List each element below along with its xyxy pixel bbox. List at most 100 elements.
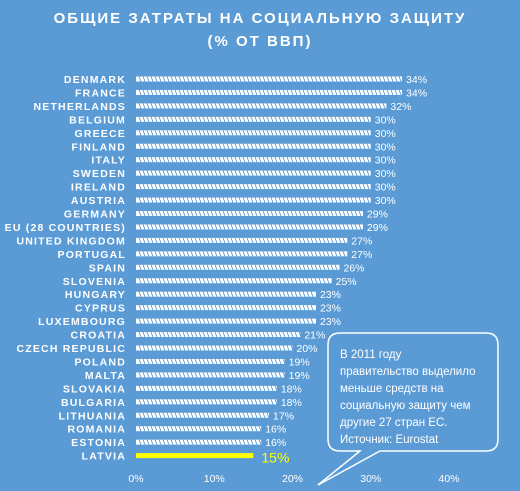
bar-hatch (346, 89, 350, 96)
bar-hatch (250, 210, 254, 217)
bar-hatch (190, 157, 194, 163)
bar-hatch (242, 264, 246, 270)
bar-hatch (182, 224, 186, 230)
bar-hatch (306, 251, 310, 257)
bar-hatch (302, 89, 306, 96)
bar-hatch (230, 264, 234, 270)
bar-hatch (266, 318, 270, 324)
bar-hatch (282, 143, 286, 149)
bar-hatch (258, 170, 262, 176)
bar-hatch (154, 76, 158, 82)
bar-hatch (226, 399, 230, 405)
bar-hatch (178, 89, 182, 96)
bar-hatch (158, 183, 162, 190)
bar-hatch (218, 116, 222, 123)
bar-hatch (282, 197, 286, 203)
bar-hatch (278, 331, 282, 338)
bar-hatch (214, 345, 218, 351)
bar-hatch (194, 264, 198, 270)
bar-hatch (250, 183, 254, 190)
bar-hatch (230, 237, 234, 244)
bar-hatch (366, 116, 370, 123)
bar-hatch (186, 143, 190, 149)
bar-hatch (218, 291, 222, 297)
bar-hatch (362, 183, 366, 190)
bar-hatch (178, 399, 182, 405)
bar-hatch (314, 197, 318, 203)
bar-hatch (238, 291, 242, 297)
bar-hatch (154, 345, 158, 351)
bar-hatch (258, 103, 262, 109)
bar (136, 358, 285, 364)
category-label: SLOVAKIA (63, 383, 126, 395)
bar-hatch (254, 304, 258, 311)
bar-hatch (198, 183, 202, 190)
bar (136, 184, 371, 190)
bar-hatch (190, 237, 194, 244)
bar-hatch (318, 224, 322, 230)
bar-hatch (326, 170, 330, 176)
bar (136, 251, 348, 257)
bar-hatch (170, 183, 174, 190)
bar-hatch (170, 291, 174, 297)
bar-hatch (146, 358, 150, 365)
bar-hatch (238, 372, 242, 378)
bar-hatch (158, 426, 162, 432)
bar-hatch (266, 264, 270, 270)
bar-hatch (142, 399, 146, 405)
bar-hatch (218, 89, 222, 96)
bar-hatch (150, 278, 154, 284)
bar-hatch (314, 224, 318, 230)
bar-hatch (318, 143, 322, 149)
bar-hatch (318, 103, 322, 109)
bar-hatch (154, 237, 158, 244)
bar-hatch (278, 237, 282, 244)
bar-hatch (142, 237, 146, 244)
bar-hatch (334, 197, 338, 203)
bar-hatch (174, 103, 178, 109)
bar-hatch (206, 143, 210, 149)
category-label: BULGARIA (61, 397, 126, 409)
bar-hatch (222, 170, 226, 176)
bar-hatch (282, 210, 286, 217)
bar (136, 332, 301, 338)
bar-hatch (186, 197, 190, 203)
bar-hatch (174, 304, 178, 311)
bar-hatch (214, 210, 218, 217)
bar-hatch (238, 426, 242, 432)
bar-hatch (250, 426, 254, 432)
bar-hatch (258, 291, 262, 297)
bar-hatch (258, 224, 262, 230)
bar-hatch (222, 399, 226, 405)
bar-hatch (186, 385, 190, 392)
bar (136, 439, 262, 445)
bar-hatch (206, 345, 210, 351)
bar-hatch (154, 318, 158, 324)
callout-line: Источник: Eurostat (340, 434, 439, 446)
bar-hatch (210, 183, 214, 190)
bar-hatch (182, 304, 186, 311)
bar-hatch (174, 278, 178, 284)
bar-hatch (150, 157, 154, 163)
bar-hatch (250, 224, 254, 230)
bar-hatch (286, 304, 290, 311)
bar-hatch (254, 412, 258, 418)
bar-hatch (218, 385, 222, 392)
bar-hatch (222, 224, 226, 230)
bar-hatch (182, 143, 186, 149)
bar-hatch (202, 318, 206, 324)
bar-hatch (218, 345, 222, 351)
bar-hatch (182, 210, 186, 217)
bar-hatch (150, 251, 154, 257)
bar-hatch (218, 412, 222, 418)
bar-hatch (146, 157, 150, 163)
bar-hatch (250, 439, 254, 445)
bar-hatch (138, 103, 142, 109)
bar-hatch (174, 237, 178, 244)
bar-hatch (258, 157, 262, 163)
bar-hatch (246, 183, 250, 190)
callout-line: правительство выделило (340, 366, 476, 378)
bar-hatch (218, 304, 222, 311)
bar-hatch (238, 76, 242, 82)
bar-hatch (190, 130, 194, 136)
